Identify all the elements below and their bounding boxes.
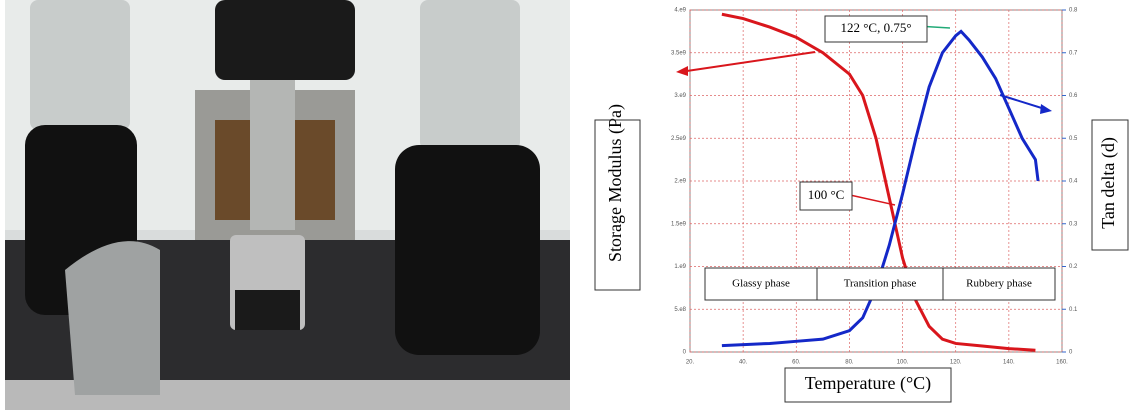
y-tick-label: 4.e9 bbox=[674, 8, 686, 14]
sensor bbox=[235, 290, 300, 330]
x-tick-label: 20. bbox=[686, 360, 695, 366]
arrow bbox=[679, 51, 816, 73]
y-tick-label: 5.e8 bbox=[674, 307, 686, 313]
y-tick-label: 1.e9 bbox=[674, 264, 686, 270]
x-tick-label: 60. bbox=[792, 360, 801, 366]
right-bellows bbox=[395, 145, 540, 355]
series-line bbox=[721, 29, 1040, 348]
x-axis-label: Temperature (°C) bbox=[805, 373, 931, 394]
annotation-box bbox=[942, 267, 1056, 301]
y2-tick-label: 0.7 bbox=[1069, 50, 1078, 56]
arrow-head bbox=[1040, 104, 1052, 114]
left-column bbox=[30, 0, 130, 130]
x-tick-label: 160. bbox=[1056, 360, 1068, 366]
y-tick-label: 3.5e9 bbox=[671, 50, 687, 56]
y-tick-label: 0 bbox=[683, 350, 687, 356]
x-tick-label: 40. bbox=[739, 360, 748, 366]
annotation: 100 °C bbox=[808, 187, 845, 202]
y2-tick-label: 0.8 bbox=[1069, 8, 1078, 14]
x-tick-label: 120. bbox=[950, 360, 962, 366]
photo bbox=[5, 0, 570, 410]
x-tick-label: 80. bbox=[845, 360, 854, 366]
annotation: Rubbery phase bbox=[966, 278, 1032, 290]
annotation: Transition phase bbox=[844, 278, 917, 290]
annotation: Glassy phase bbox=[732, 278, 790, 290]
load-cell bbox=[215, 0, 355, 80]
y2-tick-label: 0.3 bbox=[1069, 221, 1078, 227]
y-label-box bbox=[594, 119, 641, 291]
x-tick-label: 100. bbox=[897, 360, 909, 366]
y2-tick-label: 0.6 bbox=[1069, 93, 1078, 99]
annotation-box bbox=[799, 181, 853, 211]
y-tick-label: 2.5e9 bbox=[671, 136, 687, 142]
y-axis-label: Storage Modulus (Pa) bbox=[605, 104, 626, 262]
x-label-box bbox=[784, 367, 952, 403]
y-tick-label: 2.e9 bbox=[674, 179, 686, 185]
shield bbox=[65, 241, 160, 395]
y-tick-label: 3.e9 bbox=[674, 93, 686, 99]
y2-tick-label: 0.4 bbox=[1069, 179, 1078, 185]
leader bbox=[849, 194, 896, 206]
y2-axis-label: Tan delta (d) bbox=[1098, 137, 1119, 229]
annotation: 122 °C, 0.75° bbox=[840, 20, 911, 35]
y2-tick-label: 0.5 bbox=[1069, 136, 1078, 142]
x-tick-label: 140. bbox=[1003, 360, 1015, 366]
arrow-head bbox=[676, 66, 688, 76]
y2-label-box bbox=[1091, 119, 1129, 251]
arrow bbox=[999, 94, 1049, 111]
y2-tick-label: 0 bbox=[1069, 350, 1073, 356]
right-column bbox=[420, 0, 520, 150]
annotation-box bbox=[824, 15, 928, 43]
y2-tick-label: 0.1 bbox=[1069, 307, 1078, 313]
series-line bbox=[721, 12, 1036, 352]
y2-tick-label: 0.2 bbox=[1069, 264, 1078, 270]
y-tick-label: 1.5e9 bbox=[671, 221, 687, 227]
grips bbox=[250, 80, 295, 230]
